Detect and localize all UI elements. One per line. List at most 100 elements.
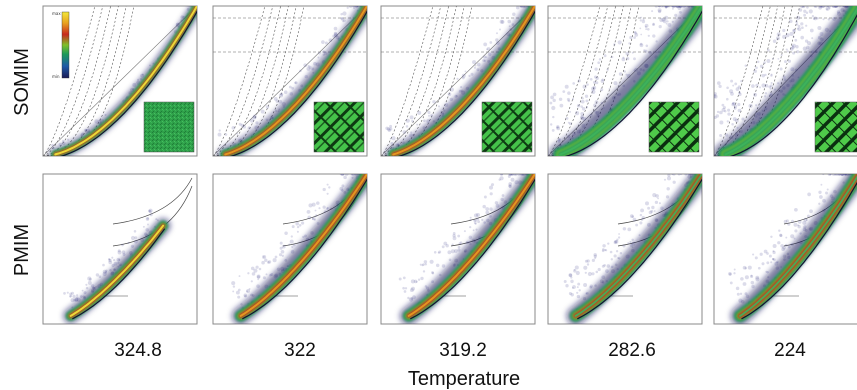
scatter-point — [785, 219, 789, 223]
scatter-point — [622, 244, 626, 248]
scatter-point — [660, 6, 664, 8]
scatter-point — [452, 232, 456, 235]
scatter-point — [237, 288, 241, 292]
scatter-point — [510, 174, 514, 176]
scatter-point — [495, 32, 499, 35]
scatter-point — [556, 125, 560, 129]
scatter-point — [671, 7, 674, 10]
scatter-point — [618, 72, 623, 76]
scatter-point — [94, 119, 99, 124]
scatter-point — [813, 6, 818, 9]
scatter-point — [727, 112, 731, 116]
scatter-point — [290, 235, 293, 238]
scatter-point — [403, 290, 407, 293]
scatter-point — [307, 64, 310, 68]
panel-pmim-0 — [42, 173, 198, 325]
scatter-point — [787, 222, 791, 226]
scatter-point — [793, 237, 796, 240]
scatter-point — [617, 236, 621, 239]
scatter-point — [766, 271, 769, 274]
scatter-point — [88, 277, 92, 281]
scatter-point — [770, 74, 773, 77]
scatter-point — [352, 6, 356, 9]
scatter-point — [809, 209, 813, 214]
scatter-point — [618, 233, 621, 235]
scatter-point — [570, 293, 574, 297]
scatter-point — [508, 174, 512, 176]
scatter-point — [483, 59, 487, 62]
scatter-point — [803, 9, 807, 13]
scatter-point — [732, 84, 735, 87]
scatter-point — [639, 213, 643, 217]
scatter-point — [791, 43, 796, 48]
scatter-point — [69, 292, 73, 296]
scatter-point — [828, 174, 832, 176]
scatter-point — [800, 22, 804, 26]
scatter-point — [149, 213, 153, 217]
scatter-point — [441, 264, 446, 268]
scatter-point — [674, 6, 679, 8]
scatter-point — [772, 39, 777, 44]
scatter-point — [328, 186, 331, 189]
scatter-point — [583, 282, 588, 288]
scatter-point — [826, 6, 830, 8]
scatter-point — [261, 260, 265, 265]
scatter-point — [770, 235, 773, 239]
scatter-point — [791, 46, 795, 50]
scatter-point — [584, 94, 589, 98]
scatter-point — [790, 219, 795, 223]
scatter-point — [419, 263, 422, 266]
scatter-point — [781, 247, 785, 252]
scatter-point — [509, 174, 513, 176]
scatter-point — [716, 81, 721, 85]
scatter-point — [306, 66, 311, 71]
scatter-point — [828, 7, 831, 10]
scatter-point — [786, 50, 790, 53]
scatter-point — [734, 118, 739, 123]
guide-curve — [43, 6, 104, 156]
scatter-point — [838, 174, 841, 176]
scatter-point — [684, 174, 688, 176]
scatter-point — [476, 212, 480, 217]
scatter-point — [339, 186, 344, 191]
scatter-point — [146, 217, 150, 220]
scatter-point — [79, 295, 83, 298]
scatter-point — [552, 98, 556, 103]
scatter-point — [601, 78, 604, 82]
scatter-point — [591, 86, 596, 91]
scatter-point — [726, 86, 729, 90]
scatter-point — [148, 209, 151, 213]
scatter-point — [541, 93, 545, 97]
scatter-point — [785, 236, 788, 239]
scatter-point — [348, 6, 353, 8]
scatter-point — [729, 89, 734, 94]
scatter-point — [449, 87, 454, 92]
scatter-point — [595, 81, 599, 85]
scatter-point — [651, 205, 655, 210]
scatter-point — [428, 114, 430, 117]
scatter-point — [604, 248, 607, 252]
scatter-point — [278, 253, 283, 257]
scatter-point — [818, 190, 822, 194]
scatter-point — [764, 83, 769, 88]
scatter-point — [822, 198, 826, 203]
scatter-point — [722, 105, 726, 110]
scatter-point — [489, 207, 493, 211]
scatter-point — [794, 229, 798, 233]
panel-somim-3 — [541, 5, 703, 157]
scatter-point — [806, 41, 812, 46]
scatter-point — [326, 207, 329, 210]
scatter-point — [677, 6, 682, 8]
scatter-point — [314, 209, 317, 212]
scatter-point — [417, 278, 421, 281]
scatter-point — [264, 258, 268, 263]
scatter-point — [589, 284, 593, 288]
scatter-point — [831, 6, 834, 7]
scatter-point — [521, 6, 525, 8]
scatter-point — [609, 250, 613, 254]
scatter-point — [102, 269, 107, 274]
scatter-point — [571, 286, 574, 289]
scatter-point — [580, 111, 585, 116]
scatter-point — [235, 290, 240, 295]
scatter-point — [575, 270, 580, 276]
